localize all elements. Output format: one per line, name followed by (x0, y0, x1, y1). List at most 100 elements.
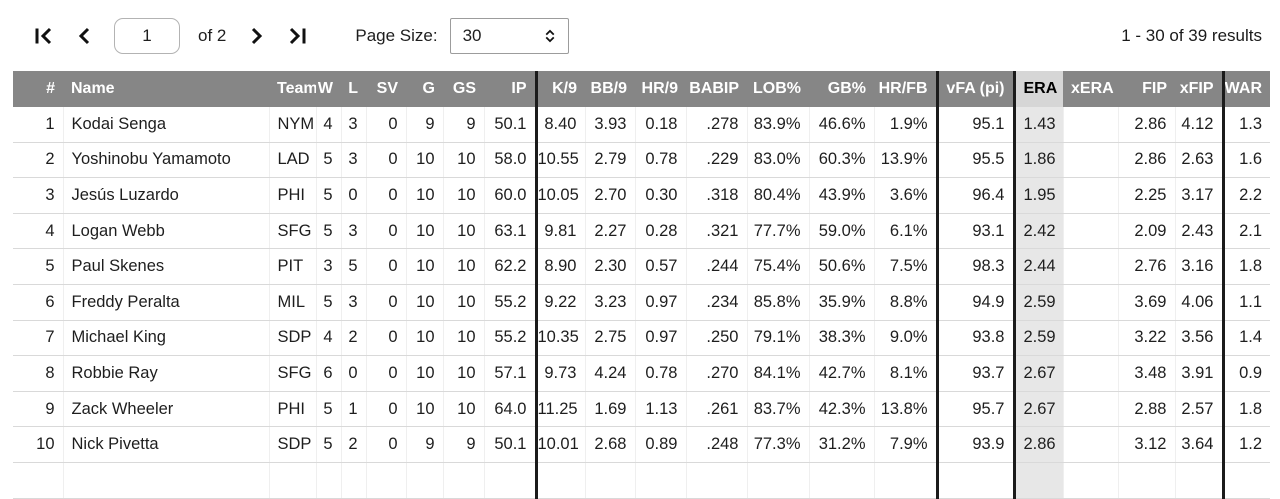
col-header-gs[interactable]: GS (443, 71, 484, 107)
col-header-babip[interactable]: BABIP (686, 71, 747, 107)
cell-bb9: 2.79 (585, 142, 636, 179)
cell-team: SFG (269, 355, 317, 392)
cell-xera (1063, 391, 1119, 428)
cell-gb: 42.7% (809, 355, 875, 392)
pitching-stats-table: # Name Team W L SV G GS IP K/9 BB/9 HR/9 BABIP LOB% GB… (13, 71, 1270, 499)
col-header-gb[interactable]: GB% (809, 71, 874, 107)
cell-l: 3 (341, 107, 367, 143)
cell-war: 2.1 (1223, 213, 1270, 250)
cell-xera (1063, 426, 1119, 463)
cell-w: 5 (316, 391, 342, 428)
cell-lob (747, 462, 810, 499)
col-header-xfip[interactable]: xFIP (1175, 71, 1225, 107)
cell-sv: 0 (366, 107, 407, 143)
table-row: 1 Kodai Senga NYM 4 3 0 9 9 50.1 8.40 3.93 0.18.278… (13, 107, 1270, 143)
cell-l: 0 (341, 177, 367, 214)
cell-fip: 2.88 (1118, 391, 1176, 428)
cell-w: 5 (316, 142, 342, 179)
col-header-bb9[interactable]: BB/9 (585, 71, 635, 107)
cell-gs: 10 (443, 213, 485, 250)
cell-gs (443, 462, 485, 499)
cell-era (1014, 462, 1064, 499)
cell-team: PIT (269, 248, 317, 285)
cell-hr9: 0.97 (635, 284, 687, 321)
cell-w: 5 (316, 284, 342, 321)
cell-fip: 3.12 (1118, 426, 1176, 463)
col-header-fip[interactable]: FIP (1118, 71, 1175, 107)
cell-w: 4 (316, 107, 342, 143)
next-page-button[interactable] (242, 22, 270, 50)
cell-xfip: 4.12 (1175, 107, 1225, 143)
last-page-icon (290, 27, 306, 45)
cell-team: SFG (269, 213, 317, 250)
cell-g: 9 (406, 426, 444, 463)
cell-sv: 0 (366, 213, 407, 250)
col-header-vfa[interactable]: vFA (pi) (937, 71, 1016, 107)
cell-name: Freddy Peralta (63, 284, 270, 321)
page-size-select[interactable]: 30 (449, 18, 569, 54)
col-header-era[interactable]: ERA (1014, 71, 1063, 107)
cell-era: 2.67 (1014, 355, 1064, 392)
col-header-l[interactable]: L (341, 71, 366, 107)
col-header-sv[interactable]: SV (366, 71, 406, 107)
col-header-w[interactable]: W (316, 71, 341, 107)
cell-era: 2.59 (1014, 320, 1064, 357)
cell-name: Zack Wheeler (63, 391, 270, 428)
cell-l: 2 (341, 320, 367, 357)
last-page-button[interactable] (283, 22, 311, 50)
col-header-g[interactable]: G (406, 71, 443, 107)
cell-gs: 10 (443, 248, 485, 285)
cell-xera (1063, 320, 1119, 357)
cell-war (1223, 462, 1270, 499)
cell-w: 3 (316, 248, 342, 285)
cell-g: 9 (406, 107, 444, 143)
cell-rank: 9 (13, 391, 64, 428)
cell-ip: 57.1 (484, 355, 538, 392)
cell-bb9: 2.70 (585, 177, 636, 214)
page-number-input[interactable] (114, 18, 180, 54)
cell-xfip: 3.91 (1175, 355, 1225, 392)
cell-k9: 11.25 (536, 391, 586, 428)
cell-xera (1063, 177, 1119, 214)
cell-lob: 80.4% (747, 177, 810, 214)
cell-lob: 77.7% (747, 213, 810, 250)
cell-war: 1.4 (1223, 320, 1270, 357)
col-header-hrfb[interactable]: HR/FB (874, 71, 939, 107)
cell-gs: 10 (443, 355, 485, 392)
cell-xfip: 4.06 (1175, 284, 1225, 321)
col-header-k9[interactable]: K/9 (536, 71, 585, 107)
cell-gb: 42.3% (809, 391, 875, 428)
cell-xfip (1175, 462, 1225, 499)
cell-fip: 2.76 (1118, 248, 1176, 285)
col-header-hr9[interactable]: HR/9 (635, 71, 686, 107)
cell-hr9: 0.57 (635, 248, 687, 285)
col-header-rank[interactable]: # (13, 71, 63, 107)
col-header-war[interactable]: WAR (1223, 71, 1270, 107)
cell-hrfb: 13.9% (874, 142, 939, 179)
cell-gb: 50.6% (809, 248, 875, 285)
cell-l: 3 (341, 284, 367, 321)
page-size-value: 30 (462, 26, 482, 45)
cell-hr9: 1.13 (635, 391, 687, 428)
cell-era: 2.86 (1014, 426, 1064, 463)
prev-page-button[interactable] (71, 22, 99, 50)
cell-gs: 10 (443, 391, 485, 428)
col-header-xera[interactable]: xERA (1063, 71, 1118, 107)
cell-babip: .261 (686, 391, 748, 428)
cell-era: 1.95 (1014, 177, 1064, 214)
cell-xera (1063, 142, 1119, 179)
cell-g: 10 (406, 355, 444, 392)
first-page-button[interactable] (30, 22, 58, 50)
pagination-toolbar: of 2 Page Size: 30 1 - 30 of 39 results (0, 0, 1280, 56)
col-header-name[interactable]: Name (63, 71, 269, 107)
col-header-ip[interactable]: IP (484, 71, 538, 107)
cell-xera (1063, 355, 1119, 392)
cell-gb: 38.3% (809, 320, 875, 357)
table-header-row: # Name Team W L SV G GS IP K/9 BB/9 HR/9 BABIP LOB% GB… (13, 71, 1270, 107)
cell-xfip: 2.57 (1175, 391, 1225, 428)
cell-name (63, 462, 270, 499)
col-header-lob[interactable]: LOB% (747, 71, 809, 107)
cell-ip: 55.2 (484, 284, 538, 321)
page-count-label: of 2 (198, 26, 227, 45)
col-header-team[interactable]: Team (269, 71, 316, 107)
